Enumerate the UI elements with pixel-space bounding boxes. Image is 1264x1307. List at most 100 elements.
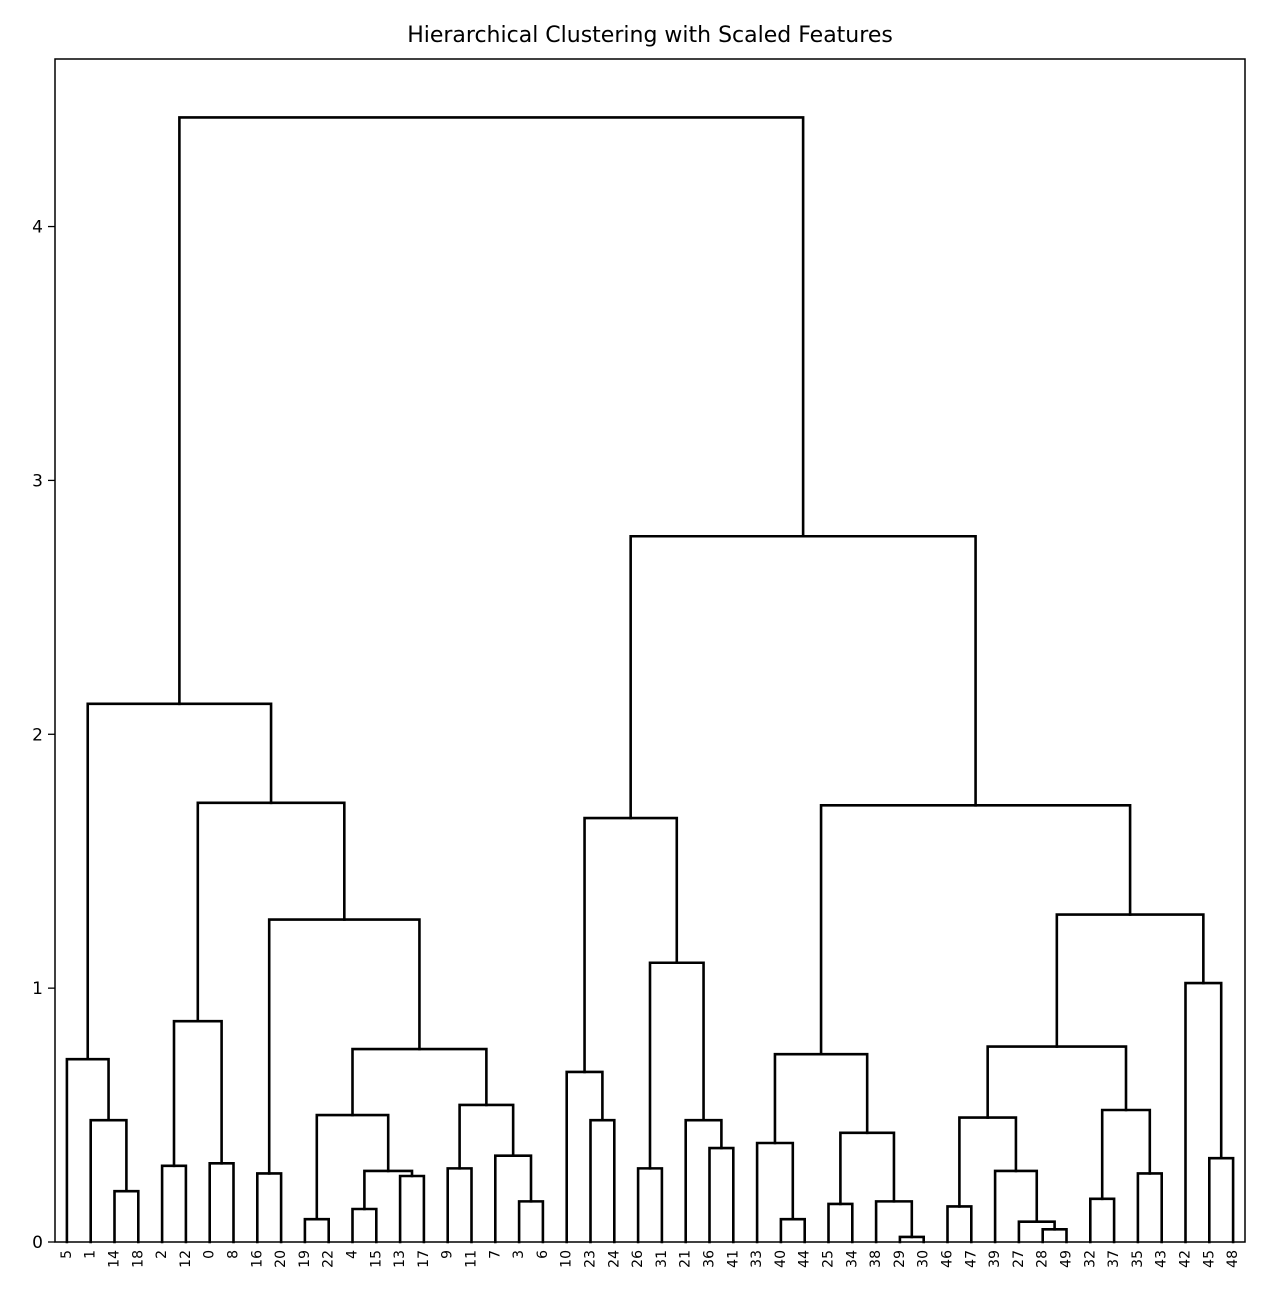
- link-c47: [819, 804, 1132, 1056]
- leaf-label: 6: [535, 1250, 551, 1259]
- leaf-label: 19: [297, 1250, 313, 1268]
- link-c26: [648, 961, 705, 1170]
- link-c21: [589, 1118, 616, 1244]
- leaf-label: 42: [1178, 1250, 1194, 1268]
- leaf-label: 27: [1011, 1250, 1027, 1268]
- leaf-label: 25: [821, 1250, 837, 1268]
- link-c12: [315, 1113, 390, 1221]
- link-c48: [629, 534, 977, 820]
- link-c25: [684, 1118, 723, 1244]
- leaf-label: 7: [487, 1250, 503, 1259]
- leaf-label: 10: [559, 1250, 575, 1268]
- leaf-label: 18: [130, 1250, 146, 1268]
- leaf-label: 1: [83, 1250, 99, 1259]
- leaf-label: 15: [368, 1250, 384, 1268]
- link-c4: [160, 1164, 188, 1244]
- link-c36: [1017, 1220, 1056, 1244]
- link-c35: [1041, 1228, 1068, 1244]
- leaf-label: 23: [583, 1250, 599, 1268]
- leaf-label: 16: [249, 1250, 265, 1268]
- link-c13: [517, 1200, 545, 1244]
- leaf-label: 26: [630, 1250, 646, 1268]
- leaf-label: 30: [916, 1250, 932, 1268]
- leaf-label: 39: [987, 1250, 1003, 1268]
- leaf-label: 40: [773, 1250, 789, 1268]
- link-c39: [958, 1116, 1018, 1208]
- link-c7: [256, 1172, 283, 1244]
- leaf-label: 47: [963, 1250, 979, 1268]
- leaf-label: 48: [1225, 1250, 1241, 1268]
- leaf-label: 8: [226, 1250, 242, 1259]
- leaf-label: 31: [654, 1250, 670, 1268]
- link-c29: [755, 1141, 795, 1244]
- link-c3: [65, 1057, 110, 1244]
- leaf-label: 41: [725, 1250, 741, 1268]
- leaf-label: 29: [892, 1250, 908, 1268]
- leaf-label: 21: [678, 1250, 694, 1268]
- link-c28: [779, 1217, 806, 1244]
- y-tick-label: 3: [32, 471, 43, 491]
- link-c22: [565, 1070, 604, 1244]
- leaf-label: 13: [392, 1250, 408, 1268]
- leaf-label: 38: [868, 1250, 884, 1268]
- link-c1: [113, 1189, 140, 1244]
- plot-frame: [54, 58, 1246, 1243]
- y-tick-label: 2: [32, 725, 43, 745]
- leaf-label: 12: [178, 1250, 194, 1268]
- link-c5: [208, 1162, 235, 1244]
- leaf-label: 5: [59, 1250, 75, 1259]
- link-c15: [446, 1167, 473, 1244]
- leaf-label: 33: [749, 1250, 765, 1268]
- y-tick-label: 1: [32, 979, 43, 999]
- leaf-label: 36: [702, 1250, 718, 1268]
- link-c23: [636, 1167, 664, 1244]
- leaf-label: 14: [107, 1250, 123, 1268]
- link-c44: [1208, 1156, 1235, 1244]
- leaf-label: 24: [606, 1250, 622, 1268]
- leaf-label: 35: [1130, 1250, 1146, 1268]
- link-c40: [1089, 1197, 1116, 1244]
- leaf-label: 43: [1154, 1250, 1170, 1268]
- link-c37: [993, 1169, 1039, 1244]
- link-c18: [267, 918, 421, 1175]
- leaf-label: 22: [321, 1250, 337, 1268]
- leaf-label: 45: [1201, 1250, 1217, 1268]
- link-c27: [583, 816, 679, 1074]
- link-c9: [351, 1207, 378, 1244]
- link-c20: [86, 702, 273, 1061]
- link-c46: [1055, 913, 1205, 1048]
- leaf-label: 20: [273, 1250, 289, 1268]
- leaf-label: 32: [1082, 1250, 1098, 1268]
- leaf-label: 37: [1106, 1250, 1122, 1268]
- link-c14: [494, 1154, 533, 1244]
- y-axis: 0 1 2 3 4: [32, 218, 55, 1253]
- link-c45: [1184, 981, 1223, 1244]
- y-tick-label: 0: [32, 1233, 43, 1253]
- link-c24: [708, 1146, 735, 1244]
- link-c2: [89, 1118, 128, 1244]
- leaf-label: 34: [844, 1250, 860, 1268]
- link-c16: [458, 1103, 515, 1170]
- chart-title: Hierarchical Clustering with Scaled Feat…: [407, 23, 893, 48]
- link-c10: [398, 1174, 426, 1244]
- leaf-label: 17: [416, 1250, 432, 1268]
- link-c8: [303, 1217, 330, 1244]
- leaf-label: 3: [511, 1250, 527, 1259]
- link-c33: [839, 1131, 896, 1206]
- link-c34: [773, 1052, 869, 1145]
- leaf-label: 0: [202, 1250, 218, 1259]
- dendrogram-links: [65, 116, 1235, 1244]
- leaf-label: 4: [345, 1250, 361, 1259]
- x-axis: 5 1 14 18 2 12 0 8 16 20 19 22 4 15 13 17 9 11 7 3 6 10 23 24 26…: [59, 1250, 1241, 1268]
- link-c42: [1100, 1108, 1152, 1201]
- link-c49: [178, 116, 805, 706]
- leaf-label: 28: [1035, 1250, 1051, 1268]
- link-c41: [1136, 1172, 1163, 1244]
- link-c30: [827, 1202, 854, 1244]
- leaf-label: 49: [1059, 1250, 1075, 1268]
- link-c6: [172, 1019, 223, 1168]
- leaf-label: 46: [940, 1250, 956, 1268]
- leaf-label: 2: [154, 1250, 170, 1259]
- link-c43: [986, 1045, 1128, 1119]
